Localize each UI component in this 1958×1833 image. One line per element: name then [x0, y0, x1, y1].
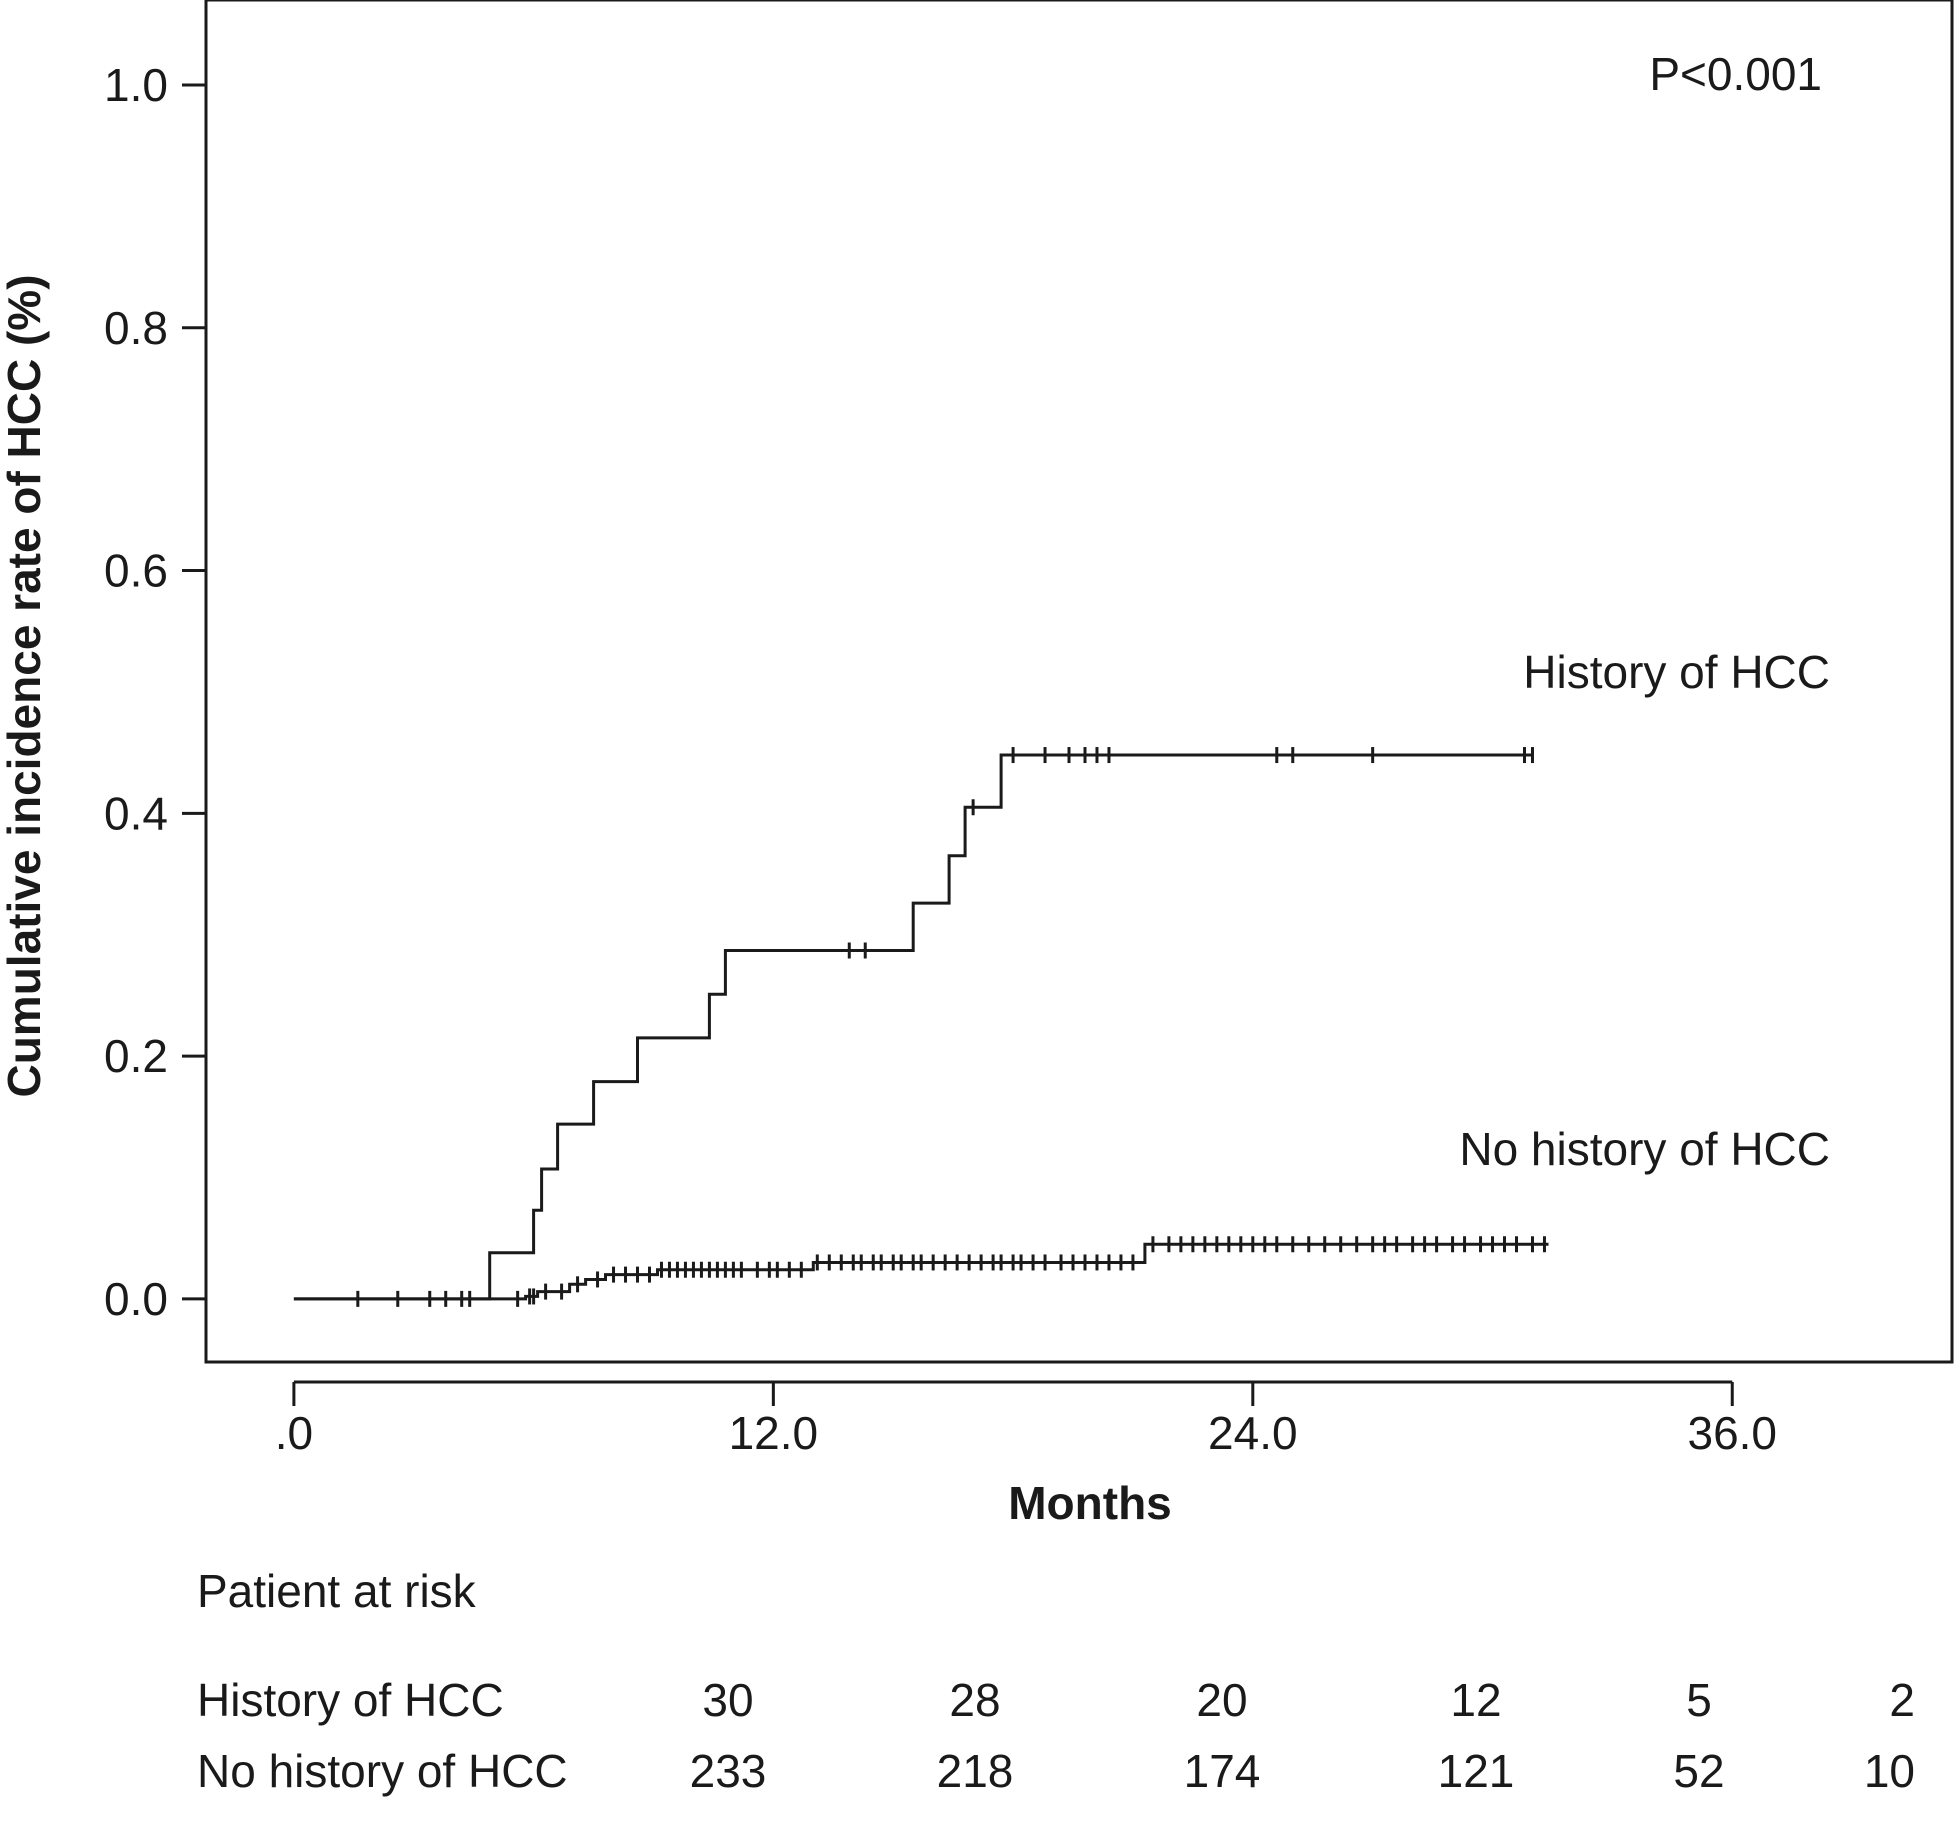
- risk-row-label-history: History of HCC: [197, 1674, 504, 1726]
- y-axis-title: Cumulative incidence rate of HCC (%): [0, 274, 50, 1097]
- y-tick-label: 0.4: [104, 787, 168, 839]
- risk-value: 20: [1196, 1674, 1247, 1726]
- curve-label-history: History of HCC: [1523, 646, 1830, 698]
- x-tick-label: 36.0: [1687, 1407, 1777, 1459]
- y-tick-label: 0.2: [104, 1030, 168, 1082]
- risk-row-label-no-history: No history of HCC: [197, 1745, 568, 1797]
- y-tick-label: 0.8: [104, 302, 168, 354]
- risk-value: 28: [949, 1674, 1000, 1726]
- risk-value: 5: [1686, 1674, 1712, 1726]
- risk-value: 121: [1438, 1745, 1515, 1797]
- x-tick-label: 24.0: [1208, 1407, 1298, 1459]
- x-axis: .0 12.0 24.0 36.0: [275, 1380, 1777, 1459]
- x-tick-label: .0: [275, 1407, 313, 1459]
- curve-label-no-history: No history of HCC: [1459, 1123, 1830, 1175]
- series-layer: [293, 747, 1549, 1307]
- risk-table-title: Patient at risk: [197, 1565, 477, 1617]
- risk-value: 233: [690, 1745, 767, 1797]
- y-tick-label: 0.6: [104, 545, 168, 597]
- risk-value: 30: [702, 1674, 753, 1726]
- y-axis: 0.0 0.2 0.4 0.6 0.8 1.0: [104, 59, 206, 1325]
- y-tick-label: 1.0: [104, 59, 168, 111]
- risk-value: 218: [937, 1745, 1014, 1797]
- series-line-1: [293, 1242, 1549, 1301]
- risk-value: 2: [1889, 1674, 1915, 1726]
- risk-value: 10: [1864, 1745, 1915, 1797]
- risk-value: 12: [1450, 1674, 1501, 1726]
- risk-value: 52: [1673, 1745, 1724, 1797]
- p-value-annotation: P<0.001: [1649, 48, 1822, 100]
- y-tick-label: 0.0: [104, 1273, 168, 1325]
- plot-frame: [204, 0, 1954, 1364]
- x-tick-label: 12.0: [729, 1407, 819, 1459]
- risk-value: 174: [1184, 1745, 1261, 1797]
- series-line-0: [293, 753, 1533, 1301]
- x-axis-title: Months: [1008, 1477, 1172, 1529]
